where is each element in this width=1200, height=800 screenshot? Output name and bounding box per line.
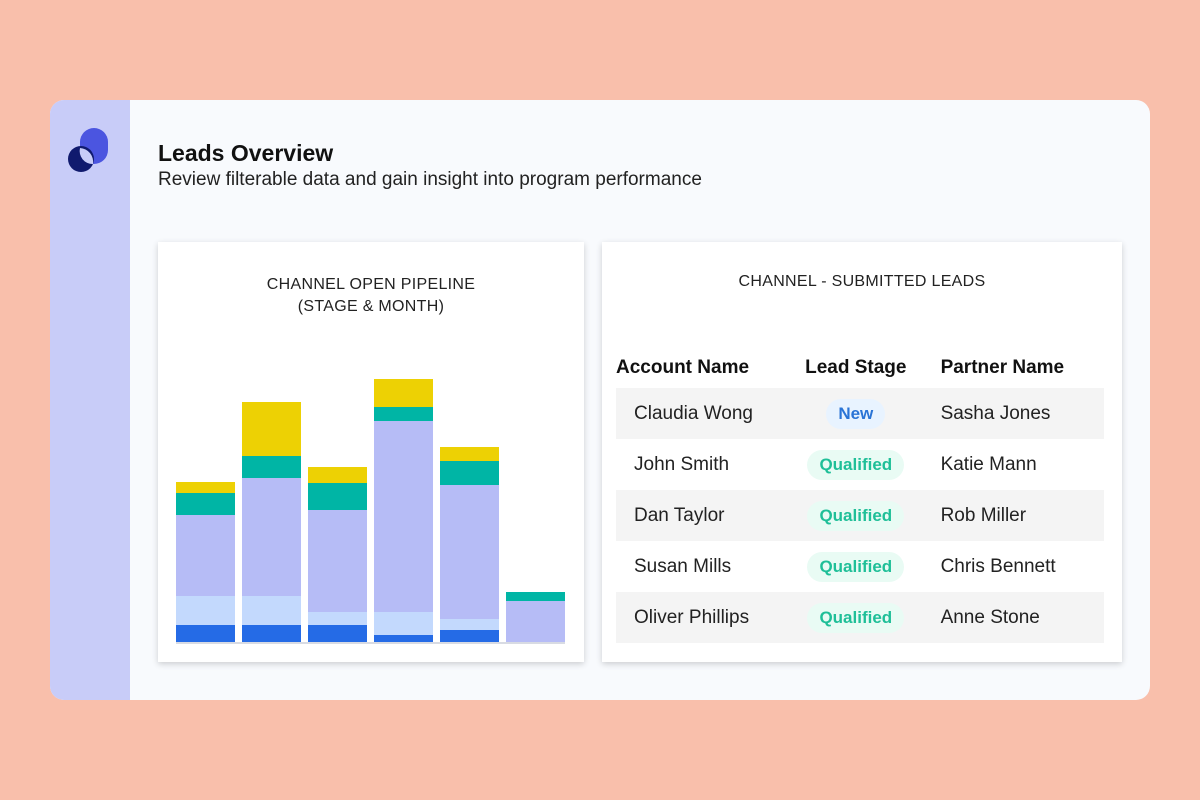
- bar-2-segment-3[interactable]: [242, 478, 301, 596]
- table-row[interactable]: Susan Mills Qualified Chris Bennett: [616, 541, 1104, 592]
- bar-3-segment-4[interactable]: [308, 483, 367, 510]
- bar-5-segment-2[interactable]: [440, 619, 499, 630]
- account-name: Susan Mills: [634, 555, 732, 577]
- account-name: Claudia Wong: [616, 388, 792, 439]
- partner-name: Katie Mann: [940, 453, 1037, 475]
- bar-2-segment-1[interactable]: [242, 625, 301, 642]
- bar-6-segment-4[interactable]: [506, 592, 565, 601]
- partner-name: Chris Bennett: [940, 555, 1056, 577]
- account-name: Oliver Phillips: [616, 592, 792, 643]
- partner-name: Sasha Jones: [920, 388, 1104, 439]
- leads-overview-card: Leads Overview Review filterable data an…: [50, 100, 1150, 700]
- bar-1-segment-1[interactable]: [176, 625, 235, 642]
- account-name: John Smith: [634, 453, 730, 475]
- table-row[interactable]: Dan Taylor Qualified Rob Miller: [616, 490, 1104, 541]
- app-logo-icon[interactable]: [66, 126, 112, 176]
- bar-4-segment-4[interactable]: [374, 407, 433, 421]
- lead-stage-badge: Qualified: [807, 449, 905, 480]
- bar-1-segment-4[interactable]: [176, 493, 235, 515]
- page-title: Leads Overview: [158, 140, 334, 166]
- bar-4-segment-1[interactable]: [374, 635, 433, 642]
- table-row[interactable]: John Smith Qualified Katie Mann: [616, 439, 1104, 490]
- bar-1-segment-5[interactable]: [176, 482, 235, 493]
- bar-2-segment-2[interactable]: [242, 596, 301, 625]
- sidebar: [50, 100, 130, 700]
- lead-stage-badge: New: [826, 398, 886, 429]
- bar-5-segment-3[interactable]: [440, 485, 499, 619]
- pipeline-chart-panel: CHANNEL OPEN PIPELINE (STAGE & MONTH): [158, 242, 584, 662]
- bar-4-segment-2[interactable]: [374, 612, 433, 635]
- bar-4-segment-3[interactable]: [374, 421, 433, 612]
- account-name: Dan Taylor: [616, 490, 792, 541]
- lead-stage-badge: Qualified: [807, 500, 905, 531]
- chart-title-line2: (STAGE & MONTH): [297, 298, 445, 315]
- bar-3-segment-5[interactable]: [308, 467, 367, 483]
- bar-3-segment-1[interactable]: [308, 625, 367, 642]
- column-header-account[interactable]: Account Name: [616, 357, 750, 378]
- bar-2-segment-4[interactable]: [242, 456, 301, 478]
- submitted-leads-panel: CHANNEL - SUBMITTED LEADS Account Name L…: [602, 242, 1122, 662]
- partner-name: Anne Stone: [920, 592, 1104, 643]
- page-subtitle: Review filterable data and gain insight …: [158, 169, 702, 190]
- bar-3-segment-2[interactable]: [308, 612, 367, 625]
- bar-5-segment-1[interactable]: [440, 630, 499, 642]
- bar-5-segment-5[interactable]: [440, 447, 499, 461]
- table-row[interactable]: Claudia Wong New Sasha Jones: [616, 388, 1104, 439]
- bar-5-segment-4[interactable]: [440, 461, 499, 485]
- column-header-partner[interactable]: Partner Name: [940, 357, 1065, 378]
- bar-2-segment-5[interactable]: [242, 402, 301, 456]
- bar-1-segment-3[interactable]: [176, 515, 235, 596]
- partner-name: Rob Miller: [920, 490, 1104, 541]
- bar-4-segment-5[interactable]: [374, 379, 433, 407]
- column-header-stage[interactable]: Lead Stage: [805, 357, 907, 378]
- lead-stage-badge: Qualified: [807, 551, 905, 582]
- bar-6-segment-3[interactable]: [506, 601, 565, 642]
- leads-table: Account Name Lead Stage Partner Name Cla…: [616, 348, 1104, 643]
- leads-title: CHANNEL - SUBMITTED LEADS: [738, 273, 986, 290]
- chart-title-line1: CHANNEL OPEN PIPELINE: [266, 276, 476, 293]
- stacked-bar-chart: [176, 379, 565, 644]
- lead-stage-badge: Qualified: [807, 602, 905, 633]
- bar-3-segment-3[interactable]: [308, 510, 367, 612]
- bar-1-segment-2[interactable]: [176, 596, 235, 625]
- table-row[interactable]: Oliver Phillips Qualified Anne Stone: [616, 592, 1104, 643]
